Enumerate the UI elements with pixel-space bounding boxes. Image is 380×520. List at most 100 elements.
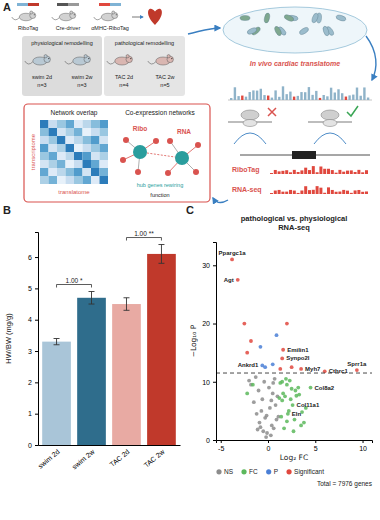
point <box>355 368 359 372</box>
glyph-bar <box>286 94 288 100</box>
footnote: Total = 7976 genes <box>317 480 373 488</box>
track-bar <box>319 166 322 174</box>
distribution-curve <box>314 133 346 144</box>
glyph-bar <box>278 97 280 100</box>
group-box <box>104 36 185 96</box>
label: pathological remodelling <box>115 40 174 46</box>
heatmap-cell <box>100 120 109 128</box>
glyph-bar <box>311 95 313 100</box>
point <box>292 429 296 433</box>
track-bar <box>323 169 326 174</box>
tick-label: TAC 2w <box>143 447 167 469</box>
glyph-bar <box>237 96 239 100</box>
point <box>290 365 294 369</box>
significance-bracket <box>126 238 161 241</box>
bars <box>42 245 176 445</box>
glyph-bar <box>249 92 251 100</box>
heatmap-cell <box>49 136 58 144</box>
tick-label: 4 <box>28 316 32 323</box>
heatmap-cell <box>49 160 58 168</box>
glyph-bar <box>323 95 325 100</box>
point <box>245 351 249 355</box>
track-bar <box>297 172 300 174</box>
panel-C: Cpathological vs. physiologicalRNA-seq01… <box>186 204 373 488</box>
gene-label: Myh7 <box>305 366 321 372</box>
mouse-tail <box>65 61 73 64</box>
heatmap-cell <box>57 176 66 184</box>
label: RNA <box>177 128 191 135</box>
mouse-tail <box>148 61 156 64</box>
point <box>286 412 290 416</box>
track-bar <box>289 172 292 174</box>
heatmap-cell <box>40 144 49 152</box>
track-bar <box>331 190 334 194</box>
glyph-bar <box>245 97 247 100</box>
x-axis: swim 2dswim 2wTAC 2dTAC 2w <box>37 446 181 471</box>
label: 1.00 ** <box>134 230 154 237</box>
glyph-bar <box>315 91 317 100</box>
point <box>256 428 260 432</box>
heatmap-cell <box>83 176 92 184</box>
track-bar <box>297 193 300 194</box>
label: transcriptome <box>30 133 36 170</box>
label: In vivo cardiac translatome <box>250 60 340 67</box>
point <box>288 379 292 383</box>
arrow <box>366 36 376 80</box>
construct <box>110 3 121 6</box>
tick-mark <box>213 440 216 441</box>
bar <box>42 342 71 445</box>
track-bar <box>354 172 357 174</box>
track-bar <box>316 186 319 194</box>
cell-icon <box>240 16 250 21</box>
mouse-icon <box>65 55 91 65</box>
gene-label: Ppargc1a <box>219 250 247 256</box>
point <box>277 396 281 400</box>
point <box>259 345 263 349</box>
gene-label: Ankrd1 <box>238 362 259 368</box>
axis-line <box>217 441 373 444</box>
heatmap-cell <box>66 152 75 160</box>
label: 1.00 * <box>66 277 83 284</box>
tick: 20 <box>202 320 216 327</box>
heatmap-cell <box>49 144 58 152</box>
track-bar <box>312 166 315 174</box>
tick-mark <box>35 414 38 415</box>
tick: 5 <box>314 440 318 452</box>
heatmap-cell <box>83 136 92 144</box>
heatmap-cell <box>100 144 109 152</box>
heatmap-cell <box>100 168 109 176</box>
cell-icon <box>264 13 271 24</box>
track-bar <box>335 192 338 194</box>
point <box>299 367 303 371</box>
tick-label: 6 <box>28 254 32 261</box>
construct <box>17 3 28 6</box>
network-node <box>167 138 173 144</box>
axis-line <box>39 445 181 446</box>
point <box>258 421 262 425</box>
tick: TAC 2d <box>108 448 130 468</box>
tick: 10 <box>359 440 367 452</box>
gene-label: Sprr1a <box>347 361 367 367</box>
point <box>274 403 278 407</box>
bar <box>77 298 106 445</box>
label: TAC 2w <box>155 74 174 80</box>
cell-icon <box>298 26 309 35</box>
heatmap-cell <box>57 136 66 144</box>
point <box>289 397 293 401</box>
point <box>261 429 265 433</box>
point <box>273 377 277 381</box>
mouse-icon <box>148 55 174 65</box>
glyph-bar <box>230 98 232 100</box>
heatmap-cell <box>66 120 75 128</box>
heatmap-cell <box>49 168 58 176</box>
mouse-tail <box>52 17 60 20</box>
mouse-ear <box>70 11 73 14</box>
mouse-ear <box>112 11 115 14</box>
glyph-bar <box>300 92 302 100</box>
point <box>268 406 272 410</box>
heatmap-cell <box>100 136 109 144</box>
glyph-bar <box>289 92 291 100</box>
glyph-bar <box>297 96 299 100</box>
label: TAC 2d <box>115 74 133 80</box>
track-bar <box>350 193 353 194</box>
